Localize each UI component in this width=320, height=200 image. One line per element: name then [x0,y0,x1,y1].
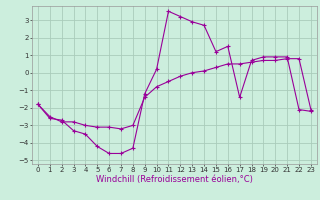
X-axis label: Windchill (Refroidissement éolien,°C): Windchill (Refroidissement éolien,°C) [96,175,253,184]
